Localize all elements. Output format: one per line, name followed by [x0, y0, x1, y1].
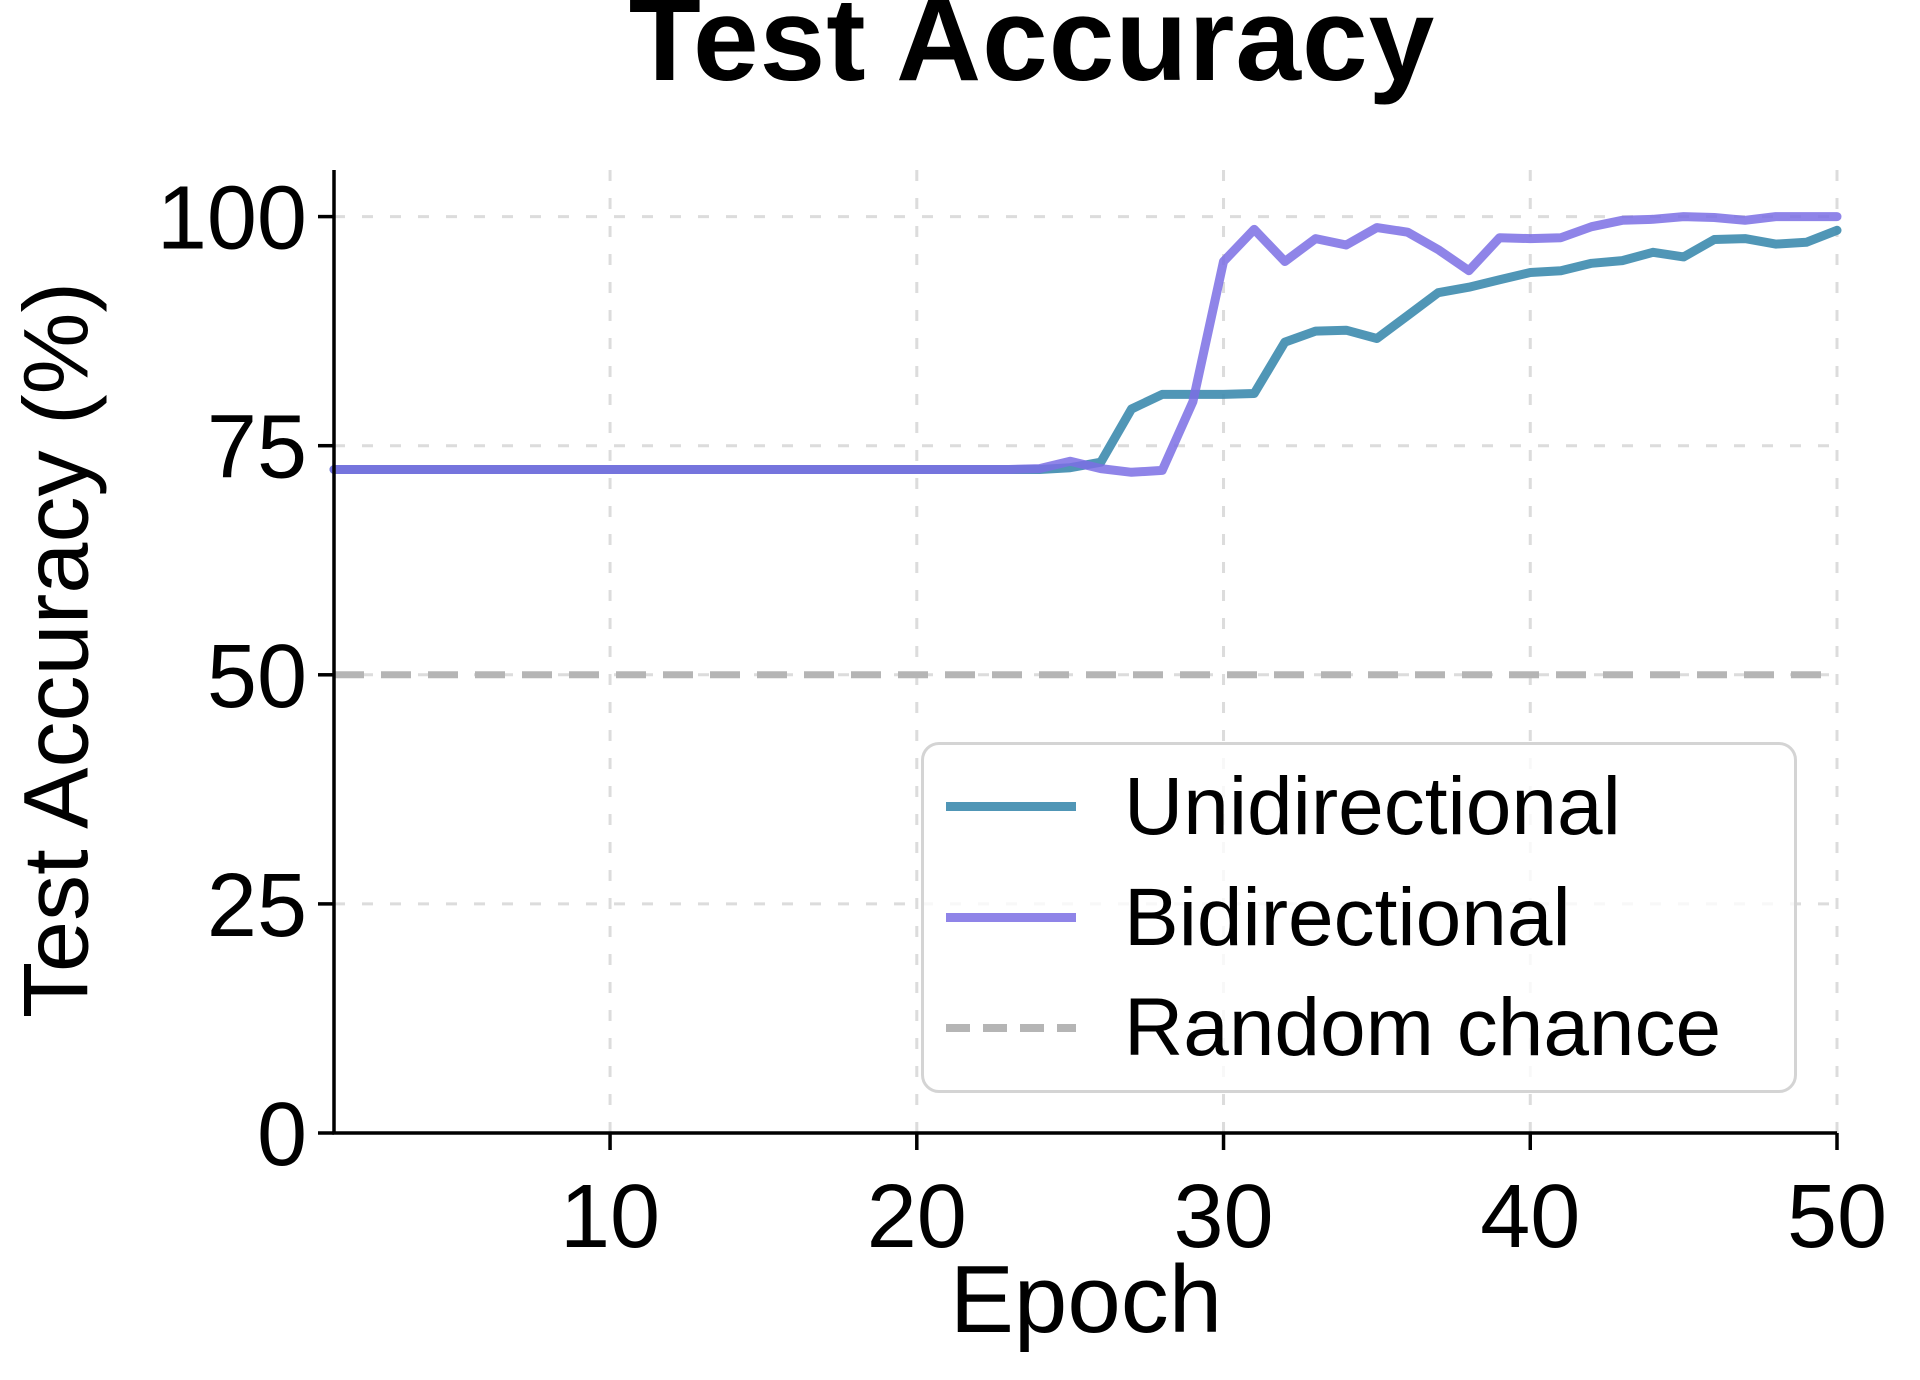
series-line-unidirectional — [329, 225, 1842, 474]
legend-item-unidirectional: Unidirectional — [924, 752, 1794, 862]
x-tick-label: 50 — [1787, 1167, 1887, 1267]
bidirectional-line-swatch — [946, 913, 1076, 922]
series-line-bidirectional — [329, 212, 1842, 477]
legend-label: Random chance — [1124, 982, 1722, 1074]
random-chance-dashed-swatch — [946, 1024, 1076, 1033]
legend-item-bidirectional: Bidirectional — [924, 863, 1794, 973]
x-tick-label: 10 — [560, 1167, 660, 1267]
y-tick-label: 50 — [207, 627, 307, 727]
y-axis-label: Test Accuracy (%) — [5, 281, 108, 1019]
unidirectional-line-swatch — [946, 802, 1076, 812]
y-tick-label: 0 — [257, 1085, 307, 1185]
legend-label: Bidirectional — [1124, 871, 1571, 963]
x-axis-label: Epoch — [949, 1246, 1223, 1353]
chart-title: Test Accuracy — [628, 0, 1436, 106]
legend-label: Unidirectional — [1124, 760, 1621, 852]
x-tick-label: 40 — [1480, 1167, 1580, 1267]
legend-item-random-chance: Random chance — [924, 973, 1794, 1083]
y-tick-label: 100 — [157, 169, 307, 269]
y-tick-label: 25 — [207, 856, 307, 956]
legend: Unidirectional Bidirectional Random chan… — [921, 742, 1797, 1093]
y-tick-label: 75 — [207, 398, 307, 498]
x-tick-label: 30 — [1173, 1167, 1273, 1267]
x-tick-label: 20 — [867, 1167, 967, 1267]
